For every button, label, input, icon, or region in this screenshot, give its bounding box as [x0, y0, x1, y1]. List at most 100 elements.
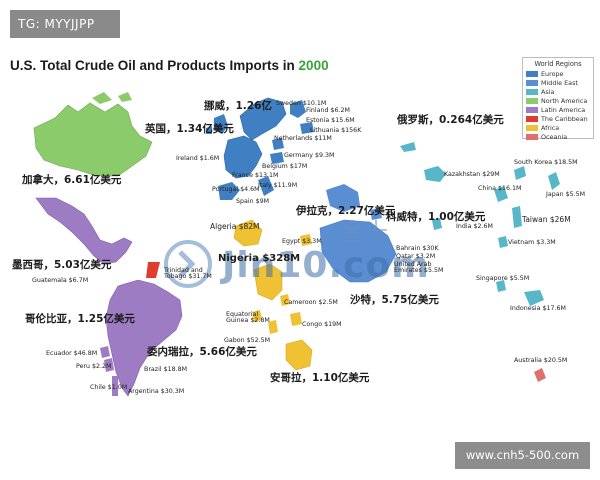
- legend-item: Africa: [526, 123, 590, 132]
- label-china: China $16.1M: [478, 185, 522, 192]
- label-kazakhstan: Kazakhstan $29M: [444, 171, 500, 178]
- label-spain: Spain $9M: [236, 198, 270, 205]
- label-eq-guinea: Equatorial Guinea $2.8M: [226, 311, 270, 325]
- map-title-text: U.S. Total Crude Oil and Products Import…: [10, 58, 295, 73]
- region-ecuador: [100, 346, 110, 358]
- label-france: France $13.1M: [232, 172, 279, 179]
- legend-swatch: [526, 106, 538, 113]
- legend-swatch: [526, 70, 538, 77]
- region-mexico: [35, 197, 133, 265]
- region-nigeria: [253, 263, 283, 301]
- label-chile: Chile $1.0M: [90, 384, 128, 391]
- label-congo: Congo $19M: [302, 321, 342, 328]
- region-kuwait: [370, 208, 382, 220]
- label-portugal: Portugal $4.6M: [212, 186, 260, 193]
- legend-swatch: [526, 88, 538, 95]
- label-japan: Japan $5.5M: [546, 191, 586, 198]
- label-uk: 英国，1.34亿美元: [145, 123, 234, 135]
- label-ecuador: Ecuador $46.8M: [46, 350, 98, 357]
- region-russia: [400, 142, 416, 152]
- region-gabon: [268, 320, 278, 334]
- region-singapore: [496, 280, 506, 292]
- source-tag: TG: MYYJJPP: [10, 10, 120, 38]
- label-germany: Germany $9.3M: [284, 152, 335, 159]
- label-taiwan: Taiwan $26M: [522, 215, 571, 224]
- label-trinidad: Trinidad and Tobago $31.7M: [164, 267, 212, 281]
- label-brazil: Brazil $18.8M: [144, 366, 188, 373]
- label-venezuela: 委内瑞拉，5.66亿美元: [147, 346, 257, 358]
- region-chile: [112, 376, 118, 396]
- label-australia: Australia $20.5M: [514, 357, 568, 364]
- region-germany: [270, 152, 284, 164]
- legend-item: Middle East: [526, 78, 590, 87]
- label-netherlands: Netherlands $11M: [274, 135, 332, 142]
- region-brazil-isl: [132, 352, 140, 364]
- label-russia: 俄罗斯，0.264亿美元: [397, 114, 504, 126]
- label-colombia: 哥伦比亚，1.25亿美元: [25, 313, 135, 325]
- watermark-text: Jin10.com: [222, 245, 430, 286]
- label-india: India $2.6M: [456, 223, 493, 230]
- legend-swatch: [526, 115, 538, 122]
- region-canada-islands: [92, 92, 132, 104]
- label-canada: 加拿大，6.61亿美元: [22, 174, 122, 186]
- jin10-logo-watermark: [164, 240, 212, 288]
- label-bahrain: Bahrain $30K: [396, 245, 439, 252]
- map-title: U.S. Total Crude Oil and Products Import…: [10, 58, 329, 73]
- region-west-europe: [223, 135, 263, 179]
- region-taiwan: [512, 206, 522, 228]
- region-egypt: [300, 234, 312, 246]
- watermark-cn: 金十: [340, 218, 388, 246]
- label-south-korea: South Korea $18.5M: [514, 159, 578, 166]
- label-ireland: Ireland $1.6M: [176, 155, 220, 162]
- legend-swatch: [526, 133, 538, 140]
- region-indonesia: [524, 290, 544, 306]
- region-portugal-spain: [218, 182, 240, 200]
- label-argentina: Argentina $30.3M: [128, 388, 185, 395]
- legend-swatch: [526, 97, 538, 104]
- site-footer-link[interactable]: www.cnh5-500.com: [455, 442, 590, 469]
- region-vietnam: [498, 236, 508, 248]
- legend-item: The Caribbean: [526, 114, 590, 123]
- legend-title: World Regions: [534, 60, 582, 68]
- region-uk: [214, 114, 228, 134]
- legend-item: Latin America: [526, 105, 590, 114]
- region-eq-guinea: [252, 310, 262, 322]
- region-korea: [514, 166, 526, 180]
- region-china: [494, 186, 508, 202]
- map-legend: World Regions Europe Middle East Asia No…: [522, 57, 594, 141]
- region-netherlands: [272, 138, 284, 150]
- legend-item: Europe: [526, 69, 590, 78]
- label-cameroon: Cameroon $2.5M: [284, 299, 338, 306]
- label-belgium: Belgium $17M: [262, 163, 308, 170]
- label-egypt: Egypt $3.3M: [282, 238, 322, 245]
- label-saudi: 沙特，5.75亿美元: [350, 294, 439, 306]
- region-congo: [290, 312, 302, 326]
- legend-item: Asia: [526, 87, 590, 96]
- region-angola: [285, 339, 313, 371]
- region-kazakhstan: [424, 166, 446, 182]
- region-trinidad: [146, 262, 160, 278]
- label-qatar: Qatar $3.2M: [396, 253, 436, 260]
- label-uae: United Arab Emirates $5.5M: [394, 261, 444, 275]
- label-norway: 挪威，1.26亿: [204, 100, 272, 112]
- label-italy: Italy $11.9M: [258, 182, 298, 189]
- legend-item: Oceania: [526, 132, 590, 141]
- region-iraq: [326, 184, 360, 212]
- label-gabon: Gabon $52.5M: [224, 337, 271, 344]
- label-angola: 安哥拉，1.10亿美元: [270, 372, 370, 384]
- region-finland: [290, 100, 306, 118]
- region-japan: [548, 172, 560, 190]
- region-south-america: [105, 279, 183, 397]
- label-kuwait: 科威特，1.00亿美元: [386, 211, 486, 223]
- region-algeria: [233, 219, 263, 247]
- region-arabia: [319, 219, 397, 283]
- label-vietnam: Vietnam $3.3M: [508, 239, 556, 246]
- legend-swatch: [526, 124, 538, 131]
- region-india: [432, 218, 442, 230]
- label-singapore: Singapore $5.5M: [476, 275, 530, 282]
- label-guatemala: Guatemala $6.7M: [32, 277, 89, 284]
- region-peru: [104, 358, 114, 372]
- label-algeria: Algeria $82M: [210, 222, 260, 231]
- map-title-year: 2000: [298, 58, 329, 73]
